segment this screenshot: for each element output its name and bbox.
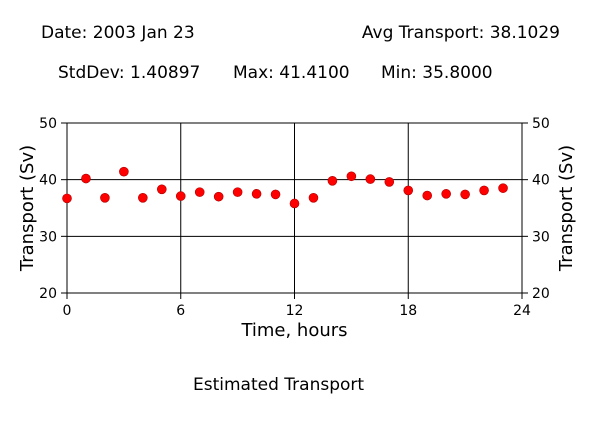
x-tick-label: 12 — [286, 303, 304, 319]
data-point — [119, 166, 129, 177]
points-layer — [62, 166, 508, 209]
data-point — [194, 187, 205, 197]
data-point — [365, 174, 376, 184]
date-label: Date: 2003 Jan 23 — [41, 23, 195, 43]
min-label: Min: 35.8000 — [381, 63, 493, 83]
x-tick-label: 6 — [176, 303, 185, 319]
data-point — [479, 185, 489, 196]
data-point — [498, 183, 508, 193]
y-tick-label-right: 20 — [532, 286, 550, 302]
y-tick-label-right: 40 — [532, 173, 550, 189]
data-point — [327, 176, 338, 186]
data-point — [346, 171, 357, 182]
x-tick-label: 18 — [399, 303, 417, 319]
data-point — [62, 193, 72, 204]
y-tick-label-left: 50 — [39, 116, 57, 132]
data-point — [138, 193, 148, 203]
stddev-label: StdDev: 1.40897 — [58, 63, 201, 83]
data-point — [251, 189, 262, 199]
y-tick-label-right: 50 — [532, 116, 550, 132]
data-point — [175, 191, 186, 201]
data-point — [308, 193, 319, 203]
x-tick-label: 0 — [63, 303, 72, 319]
x-tick-label: 24 — [513, 303, 531, 319]
data-point — [460, 189, 470, 200]
x-axis-title: Time, hours — [240, 320, 347, 341]
data-point — [81, 173, 91, 184]
y-tick-label-left: 40 — [39, 173, 57, 189]
axes-layer — [61, 122, 528, 299]
data-point — [232, 187, 243, 197]
chart-caption: Estimated Transport — [193, 375, 365, 395]
y-axis-title-right: Transport (Sv) — [556, 145, 577, 272]
data-point — [384, 177, 395, 187]
data-point — [100, 193, 110, 203]
y-axis-title-left: Transport (Sv) — [17, 145, 38, 272]
data-point — [422, 190, 433, 201]
y-tick-label-left: 30 — [39, 229, 57, 245]
avg-transport-label: Avg Transport: 38.1029 — [361, 23, 560, 43]
max-label: Max: 41.4100 — [233, 63, 350, 83]
data-point — [213, 191, 224, 202]
data-point — [156, 184, 167, 195]
data-point — [289, 198, 300, 209]
data-point — [270, 189, 281, 200]
data-point — [441, 189, 451, 199]
y-tick-label-right: 30 — [532, 229, 550, 245]
y-tick-label-left: 20 — [39, 286, 57, 302]
data-point — [403, 185, 414, 196]
